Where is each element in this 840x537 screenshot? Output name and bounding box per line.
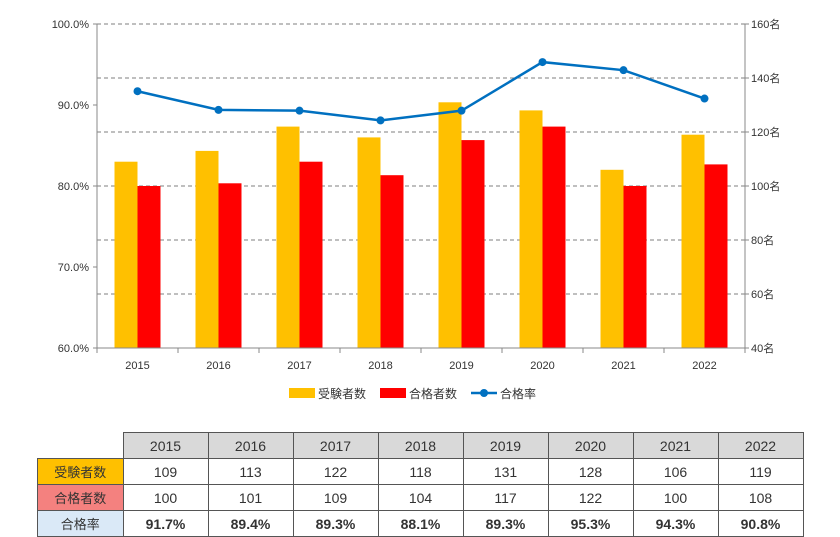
legend-swatch-rate-point — [480, 389, 488, 397]
bar-examinees — [276, 126, 300, 348]
table-cell: 118 — [377, 458, 464, 485]
table-cell: 122 — [547, 484, 634, 511]
year-header: 2016 — [207, 432, 294, 459]
table-cell: 91.7% — [122, 510, 209, 537]
x-tick-label: 2019 — [449, 360, 473, 372]
rate-point — [214, 105, 223, 114]
year-header: 2022 — [717, 432, 804, 459]
table-cell: 109 — [292, 484, 379, 511]
year-header: 2015 — [122, 432, 209, 459]
bar-examinees — [357, 137, 381, 348]
table-row-pass-rate: 合格率 91.7% 89.4% 89.3% 88.1% 89.3% 95.3% … — [37, 510, 804, 537]
right-tick-label: 140名 — [751, 71, 780, 85]
right-tick-label: 60名 — [751, 287, 774, 301]
table-cell: 122 — [292, 458, 379, 485]
bar-passers — [623, 186, 647, 348]
data-table: 2015 2016 2017 2018 2019 2020 2021 2022 … — [37, 432, 804, 537]
table-cell: 101 — [207, 484, 294, 511]
table-cell: 131 — [462, 458, 549, 485]
year-header: 2017 — [292, 432, 379, 459]
right-tick-label: 80名 — [751, 233, 774, 247]
table-cell: 89.3% — [462, 510, 549, 537]
left-tick-label: 80.0% — [58, 181, 89, 193]
rate-point — [457, 106, 466, 115]
table-row-examinees: 受験者数 109 113 122 118 131 128 106 119 — [37, 458, 804, 485]
bar-passers — [218, 183, 242, 348]
table-cell: 94.3% — [632, 510, 719, 537]
table-cell: 95.3% — [547, 510, 634, 537]
bar-examinees — [438, 102, 462, 348]
rate-line — [133, 58, 709, 125]
table-cell: 108 — [717, 484, 804, 511]
year-header: 2021 — [632, 432, 719, 459]
rate-point — [700, 94, 709, 103]
left-tick-label: 70.0% — [58, 262, 89, 274]
x-tick-label: 2022 — [692, 360, 716, 372]
bar-passers — [461, 140, 485, 348]
bar-examinees — [114, 161, 138, 348]
bar-passers — [137, 186, 161, 348]
year-header: 2019 — [462, 432, 549, 459]
bar-passers — [299, 161, 323, 348]
right-tick-label: 100名 — [751, 179, 780, 193]
legend-swatch-examinees — [289, 388, 315, 398]
table-cell: 89.4% — [207, 510, 294, 537]
row-label-pass-rate: 合格率 — [37, 510, 124, 537]
row-label-passers: 合格者数 — [37, 484, 124, 511]
left-tick-label: 90.0% — [58, 100, 89, 112]
x-tick-label: 2020 — [530, 360, 554, 372]
right-tick-label: 40名 — [751, 341, 774, 355]
gridlines — [97, 23, 745, 295]
bar-examinees — [519, 110, 543, 349]
rate-point — [376, 116, 385, 125]
table-cell: 109 — [122, 458, 209, 485]
x-tick-label: 2016 — [206, 360, 230, 372]
table-cell: 100 — [632, 484, 719, 511]
table-cell: 106 — [632, 458, 719, 485]
legend-label: 合格者数 — [409, 386, 457, 401]
bar-examinees — [681, 134, 705, 348]
row-label-examinees: 受験者数 — [37, 458, 124, 485]
legend-label: 受験者数 — [318, 386, 366, 401]
table-header-row: 2015 2016 2017 2018 2019 2020 2021 2022 — [37, 432, 804, 459]
rate-point — [619, 66, 628, 75]
combo-chart: 60.0% 70.0% 80.0% 90.0% 100.0% 40名 60名 80名 100名 1… — [52, 17, 781, 401]
bar-passers — [704, 164, 728, 348]
table-cell: 117 — [462, 484, 549, 511]
legend-label: 合格率 — [500, 386, 536, 401]
table-cell: 119 — [717, 458, 804, 485]
table-cell: 104 — [377, 484, 464, 511]
table-cell: 88.1% — [377, 510, 464, 537]
x-tick-label: 2021 — [611, 360, 635, 372]
table-row-passers: 合格者数 100 101 109 104 117 122 100 108 — [37, 484, 804, 511]
bars — [114, 102, 728, 349]
year-header: 2018 — [377, 432, 464, 459]
table-cell: 90.8% — [717, 510, 804, 537]
x-tick-label: 2017 — [287, 360, 311, 372]
left-tick-label: 100.0% — [52, 19, 90, 31]
right-tick-label: 160名 — [751, 17, 780, 31]
table-cell: 89.3% — [292, 510, 379, 537]
legend-swatch-passers — [380, 388, 406, 398]
rate-point — [133, 87, 142, 96]
table-cell: 113 — [207, 458, 294, 485]
bar-passers — [380, 175, 404, 348]
bar-examinees — [600, 169, 624, 348]
legend: 受験者数 合格者数 合格率 — [289, 386, 536, 401]
rate-point — [538, 58, 547, 67]
bar-passers — [542, 126, 566, 348]
axes: 60.0% 70.0% 80.0% 90.0% 100.0% 40名 60名 80名 100名 1… — [52, 17, 781, 372]
bar-examinees — [195, 150, 219, 348]
year-header: 2020 — [547, 432, 634, 459]
table-cell: 128 — [547, 458, 634, 485]
right-tick-label: 120名 — [751, 125, 780, 139]
rate-point — [295, 106, 304, 115]
left-tick-label: 60.0% — [58, 343, 89, 355]
table-corner — [37, 432, 124, 459]
rate-line-path — [137, 60, 705, 122]
x-tick-label: 2018 — [368, 360, 392, 372]
x-tick-label: 2015 — [125, 360, 149, 372]
table-cell: 100 — [122, 484, 209, 511]
